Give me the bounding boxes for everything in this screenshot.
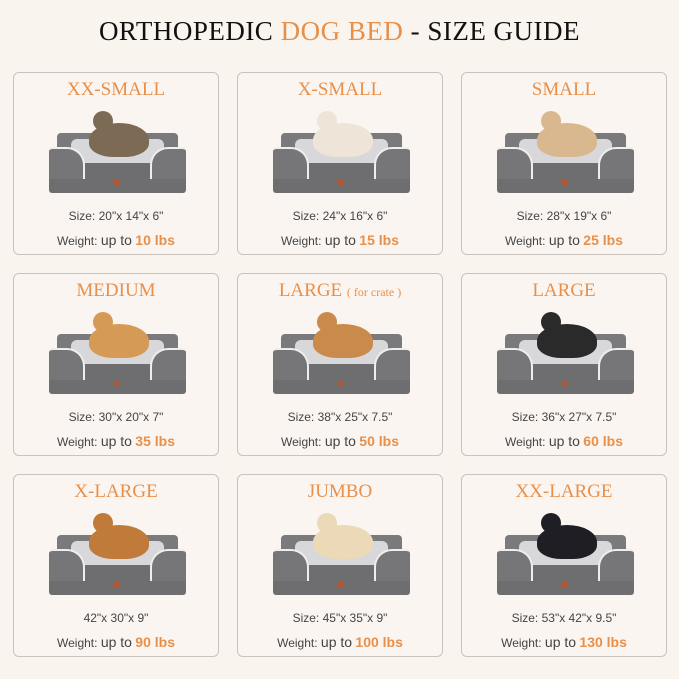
dog-image xyxy=(313,513,373,559)
brand-logo-icon xyxy=(114,582,120,587)
bed-image xyxy=(497,312,634,394)
dog-image xyxy=(89,513,149,559)
bed-image xyxy=(273,111,410,193)
size-name: X-SMALL xyxy=(297,79,383,100)
weight-limit: Weight: up to 15 lbs xyxy=(281,232,399,248)
dog-image xyxy=(537,513,597,559)
size-card: SMALL Size: 28"x 19"x 6" Weight: up to 2… xyxy=(461,72,667,255)
size-card: MEDIUM Size: 30"x 20"x 7" Weight: up to … xyxy=(13,273,219,456)
brand-logo-icon xyxy=(114,381,120,386)
weight-limit: Weight: up to 35 lbs xyxy=(57,433,175,449)
size-dimensions: Size: 38"x 25"x 7.5" xyxy=(287,410,393,424)
size-card: XX-LARGE Size: 53"x 42"x 9.5" Weight: up… xyxy=(461,474,667,657)
weight-limit: Weight: up to 60 lbs xyxy=(505,433,623,449)
bed-image xyxy=(49,111,186,193)
size-card: X-SMALL Size: 24"x 16"x 6" Weight: up to… xyxy=(237,72,443,255)
weight-limit: Weight: up to 25 lbs xyxy=(505,232,623,248)
size-card: JUMBO Size: 45"x 35"x 9" Weight: up to 1… xyxy=(237,474,443,657)
size-dimensions: Size: 45"x 35"x 9" xyxy=(292,611,388,625)
brand-logo-icon xyxy=(338,582,344,587)
size-name: XX-SMALL xyxy=(66,79,166,100)
bed-image xyxy=(49,513,186,595)
bed-image xyxy=(273,312,410,394)
size-name: SMALL xyxy=(531,79,597,100)
brand-logo-icon xyxy=(562,180,568,185)
size-card: LARGE ( for crate ) Size: 38"x 25"x 7.5"… xyxy=(237,273,443,456)
bed-image xyxy=(497,513,634,595)
brand-logo-icon xyxy=(338,180,344,185)
size-name: LARGE xyxy=(532,280,596,301)
dog-image xyxy=(89,312,149,358)
weight-limit: Weight: up to 130 lbs xyxy=(501,634,627,650)
size-card: X-LARGE 42"x 30"x 9" Weight: up to 90 lb… xyxy=(13,474,219,657)
size-card: XX-SMALL Size: 20"x 14"x 6" Weight: up t… xyxy=(13,72,219,255)
size-name: JUMBO xyxy=(307,481,373,502)
size-dimensions: Size: 36"x 27"x 7.5" xyxy=(511,410,617,424)
bed-image xyxy=(273,513,410,595)
dog-image xyxy=(537,312,597,358)
size-name: MEDIUM xyxy=(76,280,156,301)
size-dimensions: Size: 24"x 16"x 6" xyxy=(292,209,388,223)
page-title: ORTHOPEDIC DOG BED - SIZE GUIDE xyxy=(98,16,581,46)
bed-image xyxy=(49,312,186,394)
size-name: X-LARGE xyxy=(74,481,158,502)
size-dimensions: Size: 20"x 14"x 6" xyxy=(68,209,164,223)
weight-limit: Weight: up to 50 lbs xyxy=(281,433,399,449)
dog-image xyxy=(313,312,373,358)
dog-image xyxy=(537,111,597,157)
weight-limit: Weight: up to 90 lbs xyxy=(57,634,175,650)
dog-image xyxy=(313,111,373,157)
cat-image xyxy=(89,111,149,157)
size-name: LARGE ( for crate ) xyxy=(278,280,402,301)
brand-logo-icon xyxy=(562,381,568,386)
size-name: XX-LARGE xyxy=(515,481,613,502)
brand-logo-icon xyxy=(114,180,120,185)
size-card: LARGE Size: 36"x 27"x 7.5" Weight: up to… xyxy=(461,273,667,456)
size-dimensions: Size: 30"x 20"x 7" xyxy=(68,410,164,424)
weight-limit: Weight: up to 10 lbs xyxy=(57,232,175,248)
size-dimensions: Size: 28"x 19"x 6" xyxy=(516,209,612,223)
brand-logo-icon xyxy=(562,582,568,587)
size-dimensions: 42"x 30"x 9" xyxy=(83,611,149,625)
weight-limit: Weight: up to 100 lbs xyxy=(277,634,403,650)
brand-logo-icon xyxy=(338,381,344,386)
size-dimensions: Size: 53"x 42"x 9.5" xyxy=(511,611,617,625)
bed-image xyxy=(497,111,634,193)
